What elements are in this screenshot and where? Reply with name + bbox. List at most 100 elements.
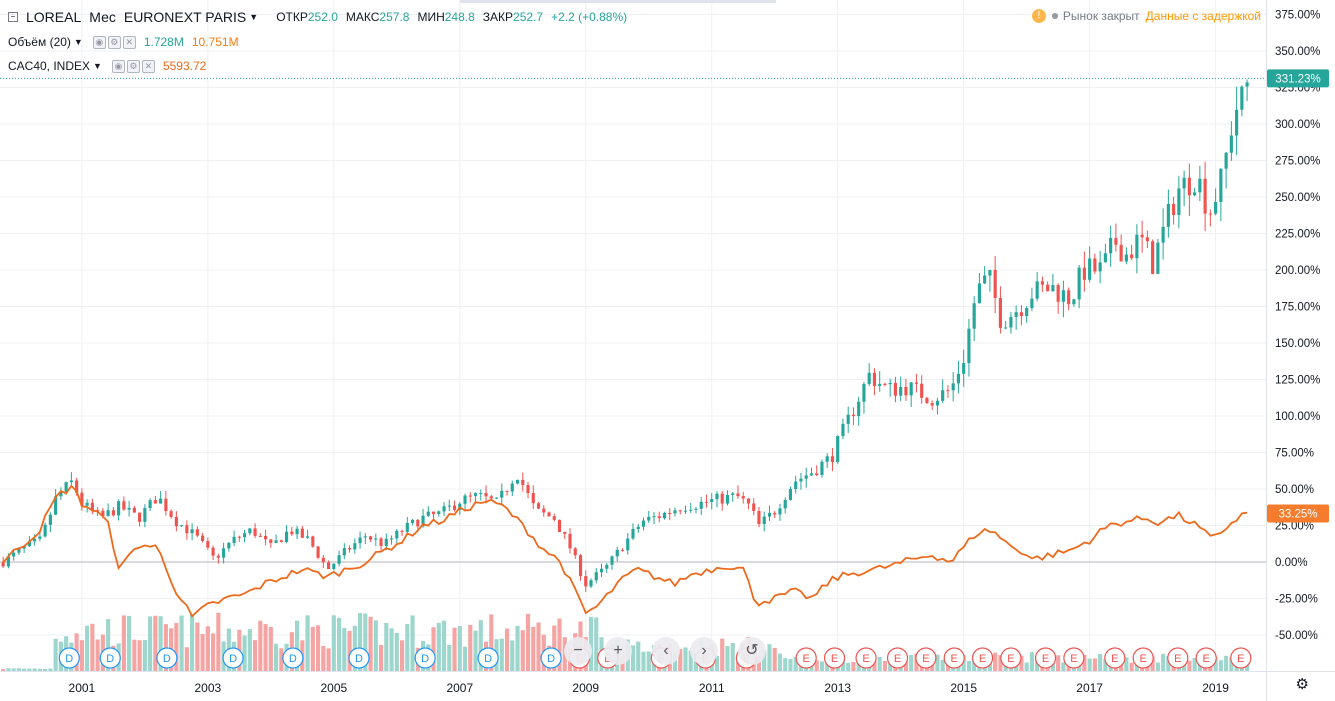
candle-body xyxy=(988,269,992,276)
candle-body xyxy=(820,461,824,476)
earnings-marker: E xyxy=(1132,647,1154,669)
volume-bar xyxy=(85,625,90,671)
volume-bar xyxy=(347,630,352,671)
candle-body xyxy=(977,283,981,304)
candle-body xyxy=(405,522,409,532)
candle-body xyxy=(54,496,58,515)
volume-bar xyxy=(137,640,142,671)
interval-label[interactable]: Мес xyxy=(89,9,116,25)
candle-body xyxy=(883,383,887,385)
y-tick-label: 275.00% xyxy=(1275,156,1320,168)
earnings-marker-label: E xyxy=(1070,653,1077,665)
eye-icon[interactable]: ◉ xyxy=(111,59,125,73)
candle-body xyxy=(720,493,724,504)
eye-icon[interactable]: ◉ xyxy=(92,35,106,49)
volume-bar xyxy=(326,648,331,671)
chart-grid xyxy=(0,0,1266,671)
candle-body xyxy=(505,490,509,492)
candle-body xyxy=(631,528,635,539)
exchange-label[interactable]: EURONEXT PARIS xyxy=(123,9,247,25)
volume-label[interactable]: Объём (20) xyxy=(8,35,71,49)
zoom-in-button[interactable]: + xyxy=(604,637,632,665)
earnings-marker-label: E xyxy=(951,653,958,665)
candle-body xyxy=(379,538,383,546)
candle-body xyxy=(1235,109,1239,136)
earnings-marker: E xyxy=(795,647,817,669)
volume-bar xyxy=(1029,652,1034,671)
candle-body xyxy=(998,298,1002,328)
candle-body xyxy=(127,507,131,510)
candle-body xyxy=(12,552,16,557)
volume-bar xyxy=(720,638,725,671)
price-axis: 375.00%350.00%325.00%300.00%275.00%250.0… xyxy=(1267,0,1335,671)
earnings-marker: E xyxy=(915,647,937,669)
volume-bar xyxy=(641,651,646,671)
scroll-left-button[interactable]: ‹ xyxy=(652,637,680,665)
symbol-name[interactable]: LOREAL xyxy=(26,9,82,25)
candle-body xyxy=(306,536,310,538)
earnings-marker-circle xyxy=(1230,647,1252,669)
volume-bar xyxy=(1103,659,1108,671)
zoom-out-button[interactable]: − xyxy=(564,637,592,665)
close-icon[interactable]: ✕ xyxy=(141,59,155,73)
earnings-marker-label: E xyxy=(1111,653,1118,665)
reset-chart-button[interactable]: ↺ xyxy=(738,637,766,665)
compare-symbol-label[interactable]: CAC40, INDEX xyxy=(8,59,91,73)
candle-body xyxy=(1109,237,1113,254)
volume-bar xyxy=(447,644,452,671)
candle-body xyxy=(211,547,215,556)
warning-icon[interactable]: ! xyxy=(1031,9,1046,23)
candle-body xyxy=(285,531,289,542)
y-tick-label: -50.00% xyxy=(1275,630,1318,642)
volume-bar xyxy=(179,615,184,671)
candle-body xyxy=(941,390,945,401)
candle-body xyxy=(190,529,194,534)
gear-icon[interactable]: ⚙ xyxy=(107,35,121,49)
volume-bar xyxy=(531,626,536,671)
collapse-legend-icon[interactable] xyxy=(8,12,18,22)
volume-bar xyxy=(90,623,95,671)
candle-body xyxy=(1051,285,1055,292)
candle-body xyxy=(1114,237,1118,245)
candle-body xyxy=(206,541,210,548)
dividend-marker: D xyxy=(99,647,121,669)
scroll-right-button[interactable]: › xyxy=(690,637,718,665)
chevron-down-icon[interactable]: ▼ xyxy=(249,12,259,22)
candle-body xyxy=(321,557,325,563)
candle-body xyxy=(1208,213,1212,215)
volume-bar xyxy=(678,649,683,671)
volume-bar xyxy=(195,622,200,671)
candle-body xyxy=(557,519,562,532)
candle-body xyxy=(1198,178,1202,193)
earnings-marker: E xyxy=(1195,647,1217,669)
delayed-data-link[interactable]: Данные с задержкой xyxy=(1145,9,1261,23)
earnings-marker: E xyxy=(855,647,877,669)
settings-gear-icon[interactable]: ⚙ xyxy=(1295,676,1309,693)
x-tick-label: 2005 xyxy=(320,681,347,695)
candle-body xyxy=(1030,298,1034,309)
candle-body xyxy=(1077,267,1081,300)
candle-body xyxy=(857,401,861,417)
candle-body xyxy=(442,506,446,512)
compare-value: 5593.72 xyxy=(162,59,207,73)
chevron-down-icon[interactable]: ▼ xyxy=(93,61,102,71)
candle-body xyxy=(962,363,966,374)
candle-body xyxy=(374,538,378,540)
close-icon[interactable]: ✕ xyxy=(122,35,136,49)
earnings-marker-circle xyxy=(795,647,817,669)
earnings-marker: E xyxy=(1167,647,1189,669)
open-label: ОТКР xyxy=(276,10,308,24)
candle-body xyxy=(195,529,199,536)
earnings-marker-label: E xyxy=(1174,653,1181,665)
volume-bar xyxy=(11,668,16,671)
candle-body xyxy=(1245,82,1249,87)
candle-body xyxy=(117,501,121,516)
gear-icon[interactable]: ⚙ xyxy=(126,59,140,73)
candle-body xyxy=(573,548,577,556)
x-tick-label: 2009 xyxy=(572,681,599,695)
dividend-marker: D xyxy=(156,647,178,669)
chevron-down-icon[interactable]: ▼ xyxy=(73,37,83,47)
candle-body xyxy=(27,541,31,547)
candle-body xyxy=(253,528,257,536)
